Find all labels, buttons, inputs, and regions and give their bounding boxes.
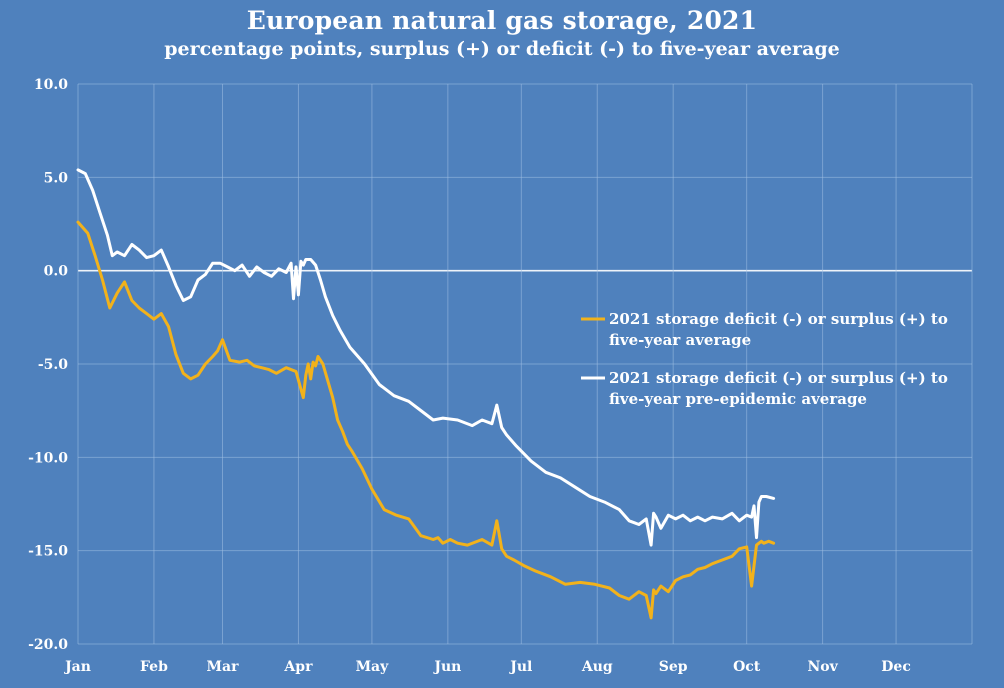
x-tick-label: Feb <box>140 659 168 675</box>
x-tick-label: Jul <box>508 659 532 675</box>
series-line-five-year-average <box>76 220 776 620</box>
x-tick-label: Aug <box>581 659 613 675</box>
x-tick-label: Nov <box>807 659 838 675</box>
grid <box>77 83 973 645</box>
series-lines <box>76 168 776 620</box>
chart-title: European natural gas storage, 2021 <box>246 6 758 35</box>
axes: 10.0 5.0 0.0 -5.0 -10.0 -15.0 -20.0 Jan Feb Mar Ap… <box>28 77 911 675</box>
x-tick-label: Sep <box>659 659 688 675</box>
x-tick-label: Jun <box>432 659 461 675</box>
x-tick-label: Oct <box>733 659 761 675</box>
y-tick-label: -20.0 <box>28 637 68 653</box>
x-tick-label: Mar <box>207 659 240 675</box>
x-tick-label: May <box>356 659 390 675</box>
y-tick-label: 0.0 <box>44 264 69 280</box>
x-tick-label: Apr <box>283 659 313 675</box>
legend-label: 2021 storage deficit (-) or surplus (+) … <box>609 369 948 387</box>
y-tick-label: -10.0 <box>28 450 68 466</box>
chart-subtitle: percentage points, surplus (+) or defici… <box>164 38 840 60</box>
legend-label: five-year pre-epidemic average <box>609 390 867 408</box>
y-tick-label: 10.0 <box>34 77 68 93</box>
legend-label: five-year average <box>609 331 751 349</box>
legend: 2021 storage deficit (-) or surplus (+) … <box>581 310 948 408</box>
y-tick-label: -15.0 <box>28 544 68 560</box>
y-tick-label: -5.0 <box>38 357 68 373</box>
x-tick-label: Jan <box>63 659 91 675</box>
series-line-pre-epidemic-average <box>76 168 776 547</box>
y-tick-label: 5.0 <box>44 170 69 186</box>
legend-label: 2021 storage deficit (-) or surplus (+) … <box>609 310 948 328</box>
x-tick-label: Dec <box>881 659 911 675</box>
